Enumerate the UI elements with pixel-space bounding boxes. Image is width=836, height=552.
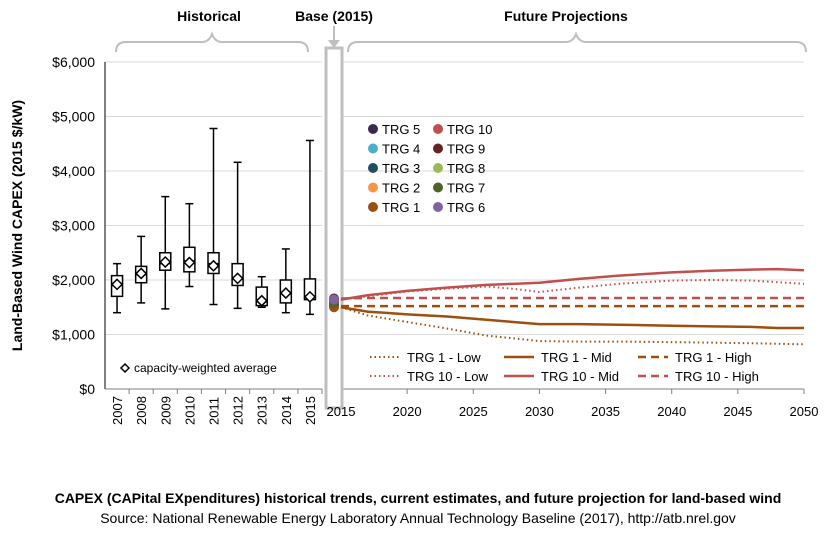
- avg-legend-label: capacity-weighted average: [134, 361, 277, 375]
- legend-label: TRG 7: [447, 181, 485, 196]
- legend-marker: [368, 124, 378, 134]
- series-line: [340, 296, 804, 300]
- y-tick-label: $3,000: [52, 218, 95, 234]
- legend-label: TRG 6: [447, 200, 485, 215]
- gridlines: [105, 61, 804, 335]
- x-tick-label: 2012: [231, 396, 246, 425]
- legend-label: TRG 10 - Mid: [541, 369, 619, 384]
- x-tick-label: 2014: [279, 396, 294, 425]
- x-tick-label: 2015: [303, 396, 318, 425]
- bracket-historical: [115, 31, 309, 53]
- caption-source: Source: National Renewable Energy Labora…: [100, 510, 736, 526]
- legend-label: TRG 3: [382, 161, 420, 176]
- x-tick-label: 2009: [158, 396, 173, 425]
- legend-label: TRG 1 - Mid: [541, 350, 612, 365]
- legend-label: TRG 1: [382, 200, 420, 215]
- legend-label: TRG 10 - High: [675, 369, 759, 384]
- x-tick-label: 2050: [790, 404, 819, 419]
- series-line: [340, 306, 805, 346]
- avg-marker: [279, 287, 292, 300]
- historical-boxes: 2007 2008 2009 2010 2011 2012 2013 2014 2015: [110, 127, 323, 425]
- series-line: [340, 306, 804, 330]
- legend-label: TRG 5: [382, 122, 420, 137]
- avg-legend-marker: [119, 362, 131, 374]
- base-point: [329, 294, 339, 305]
- x-tick-label: 2045: [723, 404, 752, 419]
- x-tick-label: 2013: [255, 396, 270, 425]
- legend-label: TRG 10: [447, 122, 493, 137]
- legend-label: TRG 4: [382, 142, 420, 157]
- x-tick-label: 2015: [327, 404, 356, 419]
- section-annotations: Historical Base (2015) Future Projections: [115, 8, 807, 53]
- chart: $0 $1,000 $2,000 $3,000 $4,000 $5,000 $6,000 La…: [9, 8, 819, 425]
- legend-label: TRG 2: [382, 181, 420, 196]
- legend-label: TRG 8: [447, 161, 485, 176]
- x-tick-label: 2010: [182, 396, 197, 425]
- avg-marker: [135, 267, 148, 280]
- series-line: [340, 267, 805, 301]
- legend-marker: [368, 143, 378, 154]
- legend-label: TRG 10 - Low: [407, 369, 489, 384]
- avg-marker: [255, 294, 268, 307]
- y-tick-label: $2,000: [52, 272, 95, 288]
- section-label-base: Base (2015): [295, 8, 373, 24]
- base-arrow-head: [328, 40, 340, 48]
- legend-marker: [433, 124, 443, 134]
- legend-marker: [433, 143, 443, 154]
- legend-label: TRG 1 - Low: [407, 350, 481, 365]
- legend-marker: [433, 182, 443, 193]
- y-tick-label: $4,000: [52, 163, 95, 179]
- y-tick-label: $1,000: [52, 327, 95, 343]
- x-tick-label: 2035: [591, 404, 620, 419]
- legend-label: TRG 1 - High: [675, 350, 752, 365]
- section-label-future: Future Projections: [504, 8, 628, 24]
- avg-marker: [231, 272, 244, 285]
- caption-title: CAPEX (CAPital EXpenditures) historical …: [54, 490, 782, 506]
- legend-marker: [368, 182, 378, 193]
- x-tick-label: 2007: [110, 396, 125, 425]
- base-year-band: [324, 46, 344, 410]
- base-points: [329, 293, 339, 313]
- x-tick-label: 2011: [207, 397, 222, 425]
- section-label-historical: Historical: [177, 8, 241, 24]
- legend-label: TRG 9: [447, 142, 485, 157]
- legend-marker: [433, 202, 443, 212]
- y-tick-label: $6,000: [52, 54, 95, 70]
- avg-marker: [183, 256, 196, 269]
- legends: capacity-weighted average TRG 5 TRG 4 TRG 3…: [119, 122, 759, 384]
- future-series: [340, 267, 805, 346]
- x-tick-label: 2040: [657, 404, 686, 419]
- avg-marker: [110, 278, 124, 291]
- legend-marker: [433, 163, 443, 173]
- y-axis-label: Land-Based Wind CAPEX (2015 $/kW): [9, 100, 25, 351]
- legend-marker: [368, 202, 378, 212]
- axes: $0 $1,000 $2,000 $3,000 $4,000 $5,000 $6,000 La…: [9, 46, 819, 419]
- x-tick-label: 2008: [134, 396, 149, 425]
- legend-marker: [368, 163, 378, 173]
- x-tick-label: 2025: [459, 404, 488, 419]
- avg-marker: [207, 259, 220, 272]
- avg-marker: [303, 290, 317, 303]
- x-tick-label: 2030: [525, 404, 554, 419]
- y-tick-label: $5,000: [52, 109, 95, 125]
- bracket-future: [347, 31, 807, 53]
- y-tick-label: $0: [79, 381, 95, 397]
- x-tick-label: 2020: [393, 404, 422, 419]
- avg-marker: [159, 255, 172, 269]
